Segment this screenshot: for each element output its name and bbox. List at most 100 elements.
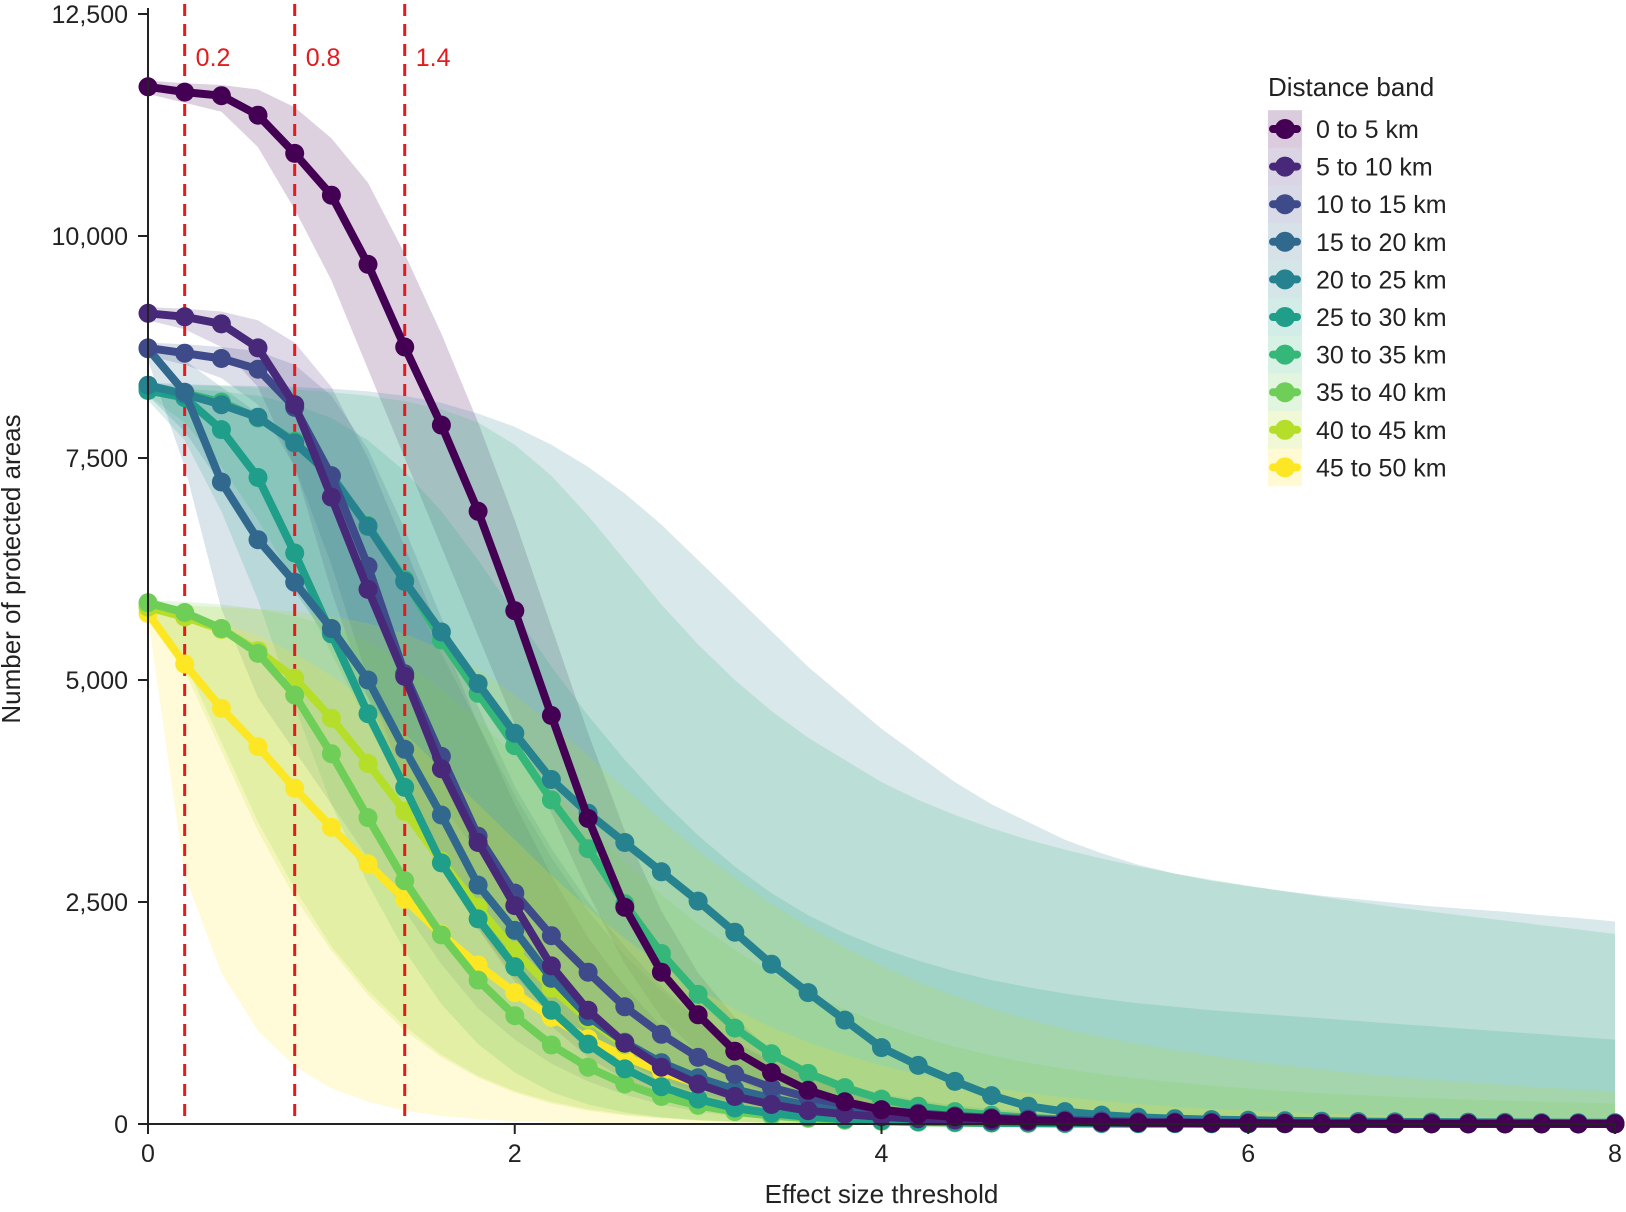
legend-label: 0 to 5 km — [1316, 116, 1419, 144]
legend-title: Distance band — [1268, 72, 1434, 102]
data-point — [1165, 1113, 1185, 1133]
data-point — [431, 805, 451, 825]
data-point — [725, 1018, 745, 1038]
data-point — [541, 790, 561, 810]
data-point — [688, 984, 708, 1004]
data-point — [541, 706, 561, 725]
data-point — [248, 737, 268, 757]
data-point — [358, 670, 378, 690]
data-point — [211, 86, 231, 106]
data-point — [468, 674, 488, 694]
data-point — [395, 337, 415, 357]
legend-label: 25 to 30 km — [1316, 304, 1447, 332]
data-point — [615, 1074, 635, 1094]
data-point — [1055, 1111, 1075, 1131]
reference-label-0-2: 0.2 — [196, 44, 231, 72]
data-point — [431, 759, 451, 779]
data-point — [211, 314, 231, 334]
data-point — [285, 572, 305, 592]
data-point — [211, 619, 231, 638]
y-tick-label: 10,000 — [52, 223, 128, 251]
data-point — [468, 909, 488, 929]
data-point — [762, 954, 781, 974]
data-point — [578, 1057, 598, 1077]
data-point — [578, 839, 598, 859]
legend-item-15-to-20-km: 15 to 20 km — [1268, 223, 1447, 261]
data-point — [468, 833, 488, 852]
data-point — [211, 395, 231, 415]
data-point — [431, 925, 451, 945]
data-point — [248, 105, 268, 125]
data-point — [395, 801, 415, 821]
data-point — [1018, 1110, 1038, 1130]
legend-label: 45 to 50 km — [1316, 454, 1447, 482]
legend-item-25-to-30-km: 25 to 30 km — [1268, 298, 1447, 336]
data-point — [688, 1005, 708, 1025]
data-point — [651, 1057, 671, 1077]
data-point — [725, 1064, 745, 1084]
data-point — [358, 854, 378, 874]
x-axis-title: Effect size threshold — [765, 1179, 999, 1209]
data-point — [431, 622, 451, 642]
band-5-to-10-km — [148, 307, 1615, 1124]
data-point — [175, 654, 195, 674]
data-point — [248, 407, 268, 427]
reference-lines: 0.2 0.8 1.4 — [183, 4, 451, 1124]
data-point — [615, 1059, 635, 1079]
legend-label: 20 to 25 km — [1316, 266, 1447, 294]
data-point — [615, 897, 635, 917]
data-point — [248, 359, 268, 379]
data-point — [945, 1071, 965, 1091]
data-point — [505, 601, 525, 621]
data-point — [175, 343, 195, 363]
data-point — [248, 643, 268, 663]
legend-item-20-to-25-km: 20 to 25 km — [1268, 260, 1447, 299]
data-point — [395, 871, 415, 891]
data-point — [285, 668, 305, 688]
data-point — [358, 254, 378, 274]
y-tick-label: 2,500 — [65, 889, 128, 917]
data-point — [321, 708, 341, 728]
data-point — [651, 862, 671, 882]
legend-item-5-to-10-km: 5 to 10 km — [1268, 147, 1433, 186]
data-point — [175, 82, 195, 102]
data-point — [725, 1041, 745, 1061]
legend-swatch-marker — [1275, 419, 1295, 440]
data-point — [248, 338, 268, 358]
legend-swatch-marker — [1275, 269, 1295, 290]
x-tick-label: 6 — [1241, 1140, 1255, 1168]
data-point — [285, 433, 305, 453]
legend-label: 10 to 15 km — [1316, 191, 1447, 219]
data-point — [395, 739, 415, 759]
data-point — [762, 1044, 781, 1064]
data-point — [431, 415, 451, 435]
data-point — [798, 1101, 818, 1121]
data-point — [505, 723, 525, 743]
data-point — [651, 1077, 671, 1097]
data-point — [798, 1063, 818, 1083]
legend: Distance band 0 to 5 km 5 to 10 km 10 to 1… — [1268, 72, 1447, 487]
data-point — [321, 185, 341, 205]
legend-item-40-to-45-km: 40 to 45 km — [1268, 411, 1447, 449]
data-point — [982, 1086, 1001, 1106]
data-point — [395, 571, 415, 591]
data-point — [505, 1006, 525, 1026]
legend-item-0-to-5-km: 0 to 5 km — [1268, 110, 1419, 148]
data-point — [468, 501, 488, 521]
data-point — [541, 1035, 561, 1055]
data-point — [835, 1078, 855, 1098]
data-point — [321, 744, 341, 764]
data-point — [248, 530, 268, 550]
data-point — [505, 896, 525, 916]
legend-label: 40 to 45 km — [1316, 417, 1447, 445]
data-point — [688, 891, 708, 911]
data-point — [872, 1100, 891, 1120]
data-point — [725, 922, 745, 942]
data-point — [358, 808, 378, 828]
data-point — [468, 875, 488, 895]
legend-swatch-marker — [1275, 119, 1295, 139]
data-point — [505, 983, 525, 1003]
legend-label: 5 to 10 km — [1316, 154, 1433, 182]
data-point — [248, 468, 268, 487]
